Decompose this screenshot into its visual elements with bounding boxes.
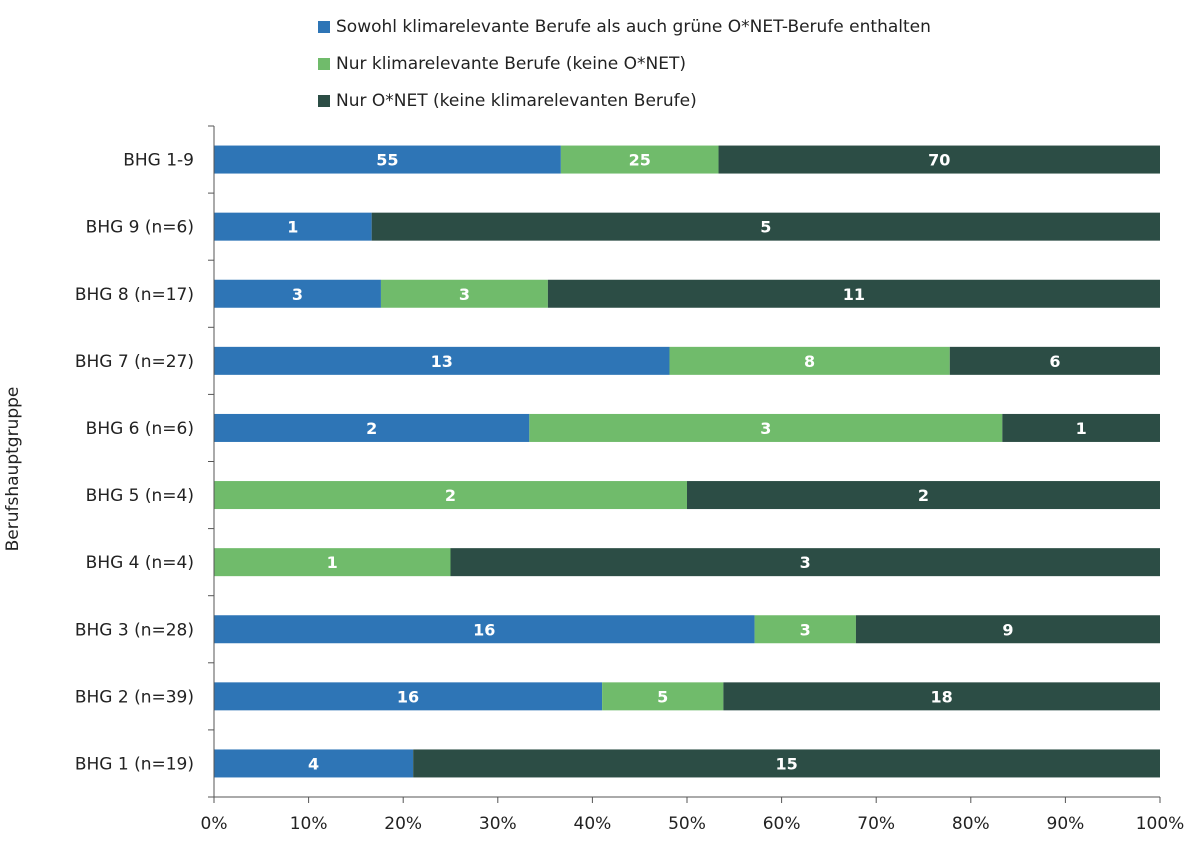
bar-segment bbox=[547, 279, 1160, 308]
x-tick-label: 0% bbox=[201, 814, 228, 834]
category-label: BHG 1-9 bbox=[123, 151, 194, 171]
bar-segment bbox=[949, 346, 1160, 375]
bar-segment bbox=[214, 548, 451, 577]
legend-item: Sowohl klimarelevante Berufe als auch gr… bbox=[318, 8, 931, 45]
bar-segment bbox=[214, 615, 755, 644]
data-label: 1 bbox=[287, 218, 298, 237]
data-label: 1 bbox=[327, 553, 338, 572]
legend: Sowohl klimarelevante Berufe als auch gr… bbox=[318, 8, 931, 119]
bar-segment bbox=[529, 413, 1003, 442]
x-tick-label: 80% bbox=[952, 814, 990, 834]
bar-segment bbox=[380, 279, 548, 308]
data-label: 3 bbox=[292, 285, 303, 304]
legend-item: Nur klimarelevante Berufe (keine O*NET) bbox=[318, 45, 931, 82]
data-label: 9 bbox=[1002, 620, 1013, 639]
data-label: 5 bbox=[657, 687, 668, 706]
x-tick-label: 20% bbox=[384, 814, 422, 834]
legend-swatch bbox=[318, 57, 330, 70]
category-label: BHG 1 (n=19) bbox=[75, 754, 194, 774]
data-label: 70 bbox=[928, 151, 950, 170]
legend-label: Sowohl klimarelevante Berufe als auch gr… bbox=[336, 16, 931, 37]
category-label: BHG 2 (n=39) bbox=[75, 687, 194, 707]
bar-segment bbox=[723, 682, 1160, 711]
category-label: BHG 9 (n=6) bbox=[86, 218, 194, 238]
bar-segment bbox=[718, 145, 1160, 174]
bar-segment bbox=[1002, 413, 1160, 442]
data-label: 16 bbox=[397, 687, 419, 706]
legend-label: Nur O*NET (keine klimarelevanten Berufe) bbox=[336, 90, 697, 111]
bar-segment bbox=[214, 481, 687, 510]
data-label: 13 bbox=[431, 352, 453, 371]
bar-segment bbox=[371, 212, 1161, 241]
bar-segment bbox=[602, 682, 724, 711]
bar-segment bbox=[687, 481, 1160, 510]
x-tick-label: 90% bbox=[1047, 814, 1085, 834]
bar-segment bbox=[214, 682, 603, 711]
category-label: BHG 5 (n=4) bbox=[86, 486, 194, 506]
x-tick-label: 40% bbox=[574, 814, 612, 834]
bar-segment bbox=[214, 212, 372, 241]
data-label: 3 bbox=[760, 419, 771, 438]
data-label: 4 bbox=[308, 754, 319, 773]
legend-label: Nur klimarelevante Berufe (keine O*NET) bbox=[336, 53, 686, 74]
legend-swatch bbox=[318, 20, 330, 33]
bar-segment bbox=[450, 548, 1160, 577]
data-label: 15 bbox=[775, 754, 797, 773]
data-label: 6 bbox=[1049, 352, 1060, 371]
bar-segment bbox=[214, 346, 670, 375]
data-label: 2 bbox=[366, 419, 377, 438]
data-label: 11 bbox=[843, 285, 865, 304]
data-label: 5 bbox=[760, 218, 771, 237]
data-label: 2 bbox=[445, 486, 456, 505]
bar-segment bbox=[214, 749, 414, 778]
data-label: 55 bbox=[376, 151, 398, 170]
data-label: 8 bbox=[804, 352, 815, 371]
bar-segment bbox=[669, 346, 950, 375]
x-tick-label: 30% bbox=[479, 814, 517, 834]
bar-segment bbox=[413, 749, 1160, 778]
category-label: BHG 8 (n=17) bbox=[75, 285, 194, 305]
bar-segment bbox=[214, 145, 561, 174]
bar-segment bbox=[214, 279, 381, 308]
data-label: 2 bbox=[918, 486, 929, 505]
bar-segment bbox=[855, 615, 1160, 644]
axes-layer: BHG 1-9 BHG 9 (n=6) BHG 8 (n=17) BHG 7 (n=2… bbox=[75, 125, 1185, 834]
legend-swatch bbox=[318, 94, 330, 107]
category-label: BHG 4 (n=4) bbox=[86, 553, 194, 573]
x-tick-label: 60% bbox=[763, 814, 801, 834]
category-label: BHG 7 (n=27) bbox=[75, 352, 194, 372]
legend-item: Nur O*NET (keine klimarelevanten Berufe) bbox=[318, 82, 931, 119]
x-tick-label: 10% bbox=[290, 814, 328, 834]
data-label: 3 bbox=[800, 620, 811, 639]
data-label: 3 bbox=[459, 285, 470, 304]
data-label: 1 bbox=[1076, 419, 1087, 438]
data-label: 16 bbox=[473, 620, 495, 639]
bar-segment bbox=[214, 413, 530, 442]
x-tick-label: 70% bbox=[857, 814, 895, 834]
data-label: 3 bbox=[800, 553, 811, 572]
data-label: 18 bbox=[931, 687, 953, 706]
y-axis-title: Berufshauptgruppe bbox=[3, 387, 23, 552]
bar-segment bbox=[754, 615, 856, 644]
data-label: 25 bbox=[629, 151, 651, 170]
x-tick-label: 50% bbox=[668, 814, 706, 834]
category-label: BHG 6 (n=6) bbox=[86, 419, 194, 439]
x-tick-label: 100% bbox=[1136, 814, 1185, 834]
bar-segment bbox=[560, 145, 719, 174]
category-label: BHG 3 (n=28) bbox=[75, 620, 194, 640]
